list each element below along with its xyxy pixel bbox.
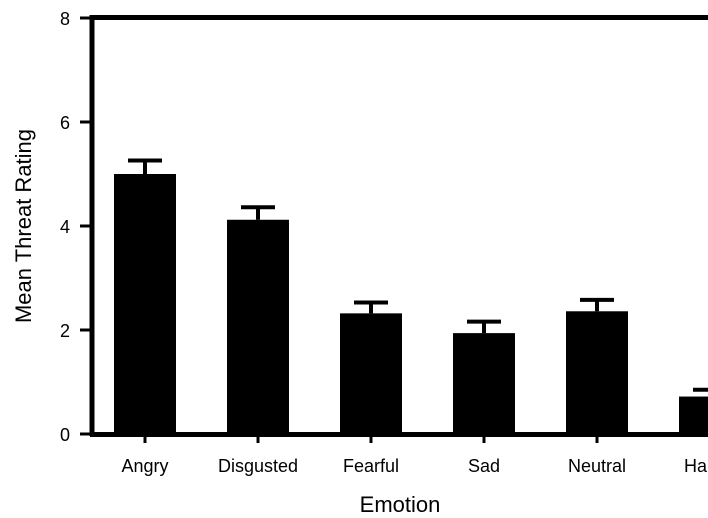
- y-tick-label-6: 6: [60, 113, 70, 133]
- bars-group: [114, 174, 708, 434]
- y-ticks-group: 0 2 4 6 8: [60, 9, 92, 445]
- bar-fearful: [340, 313, 402, 434]
- x-tick-label-neutral: Neutral: [568, 456, 626, 476]
- x-axis-label: Emotion: [360, 492, 441, 517]
- bar-neutral: [566, 311, 628, 434]
- error-bars-group: [128, 158, 708, 392]
- x-tick-label-sad: Sad: [468, 456, 500, 476]
- y-tick-label-0: 0: [60, 425, 70, 445]
- y-tick-label-4: 4: [60, 217, 70, 237]
- y-tick-label-2: 2: [60, 321, 70, 341]
- y-axis-label: Mean Threat Rating: [11, 129, 36, 323]
- x-tick-label-fearful: Fearful: [343, 456, 399, 476]
- y-tick-label-8: 8: [60, 9, 70, 29]
- bar-happy: [679, 396, 708, 434]
- x-tick-label-disgusted: Disgusted: [218, 456, 298, 476]
- bar-angry: [114, 174, 176, 434]
- bar-disgusted: [227, 219, 289, 434]
- x-tick-label-angry: Angry: [121, 456, 168, 476]
- x-ticks-group: Angry Disgusted Fearful Sad Neutral Happy: [121, 434, 708, 476]
- bar-sad: [453, 333, 515, 434]
- x-tick-label-happy: Happy: [684, 456, 708, 476]
